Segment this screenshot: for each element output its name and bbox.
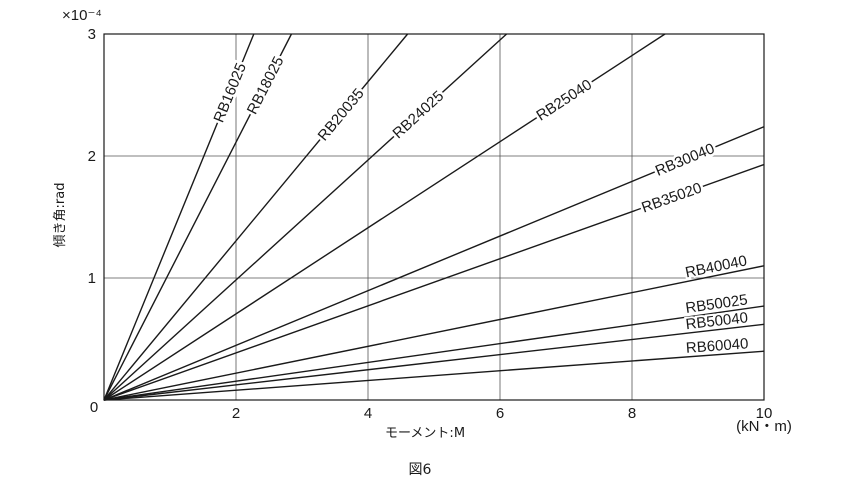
grid-lines [104, 34, 764, 400]
x-tick-label: 4 [364, 405, 372, 422]
series-line [103, 350, 765, 401]
series-label: RB25040 [533, 76, 595, 124]
series-line [103, 323, 765, 401]
series-label: RB24025 [389, 88, 447, 143]
series-label: RB35020 [639, 179, 704, 216]
x-tick-label: 8 [628, 405, 636, 422]
y-tick-label: 2 [88, 148, 96, 165]
y-tick-label: 1 [88, 270, 96, 287]
series-line [103, 33, 666, 401]
series-label: RB18025 [244, 54, 288, 117]
series-label: RB20035 [315, 85, 368, 144]
series-line [103, 265, 765, 401]
series-line [103, 33, 255, 401]
series-line [103, 33, 409, 401]
series-line [103, 305, 765, 401]
x-tick-label: 6 [496, 405, 504, 422]
series-line [103, 33, 293, 401]
figure-caption: 図6 [409, 462, 432, 478]
x-tick-label: 2 [232, 405, 240, 422]
series-line [103, 126, 765, 401]
plot-frame [103, 33, 765, 401]
series-line [103, 163, 765, 401]
series-lines [103, 33, 765, 401]
y-tick-label: 3 [88, 26, 96, 43]
y-axis-label: 傾き角:rad [53, 183, 68, 248]
series-label: RB40040 [684, 252, 749, 281]
y-exponent-label: ×10⁻⁴ [62, 7, 102, 24]
x-tick-label: 10 [756, 405, 773, 422]
series-line [103, 33, 508, 401]
series-label: RB16025 [211, 61, 250, 125]
series-label: RB30040 [653, 140, 717, 180]
x-tick-label: 0 [90, 399, 98, 416]
x-axis-label: モーメント:M [385, 426, 465, 441]
x-unit-label: (kN・m) [736, 418, 792, 435]
